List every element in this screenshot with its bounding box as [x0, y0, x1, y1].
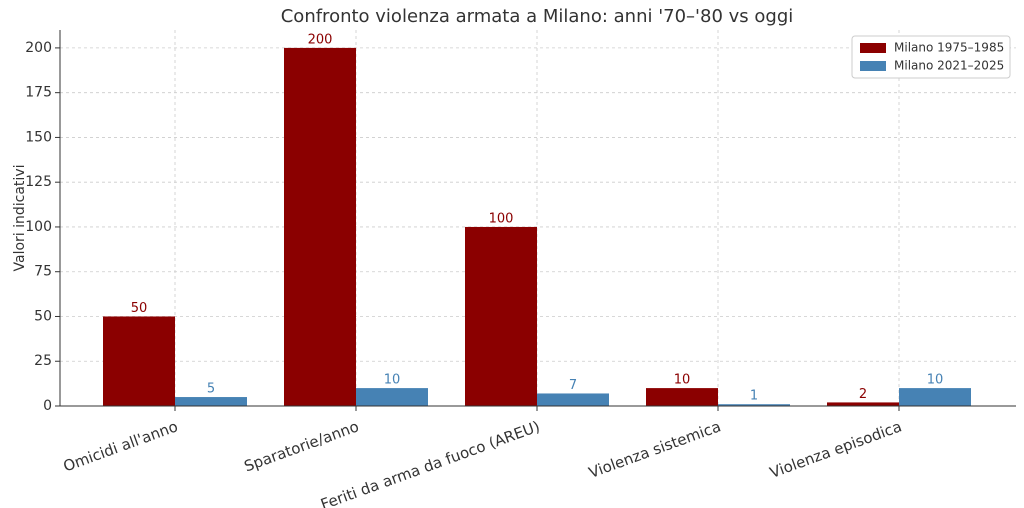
y-tick-label: 50	[34, 308, 52, 324]
legend-label: Milano 2021–2025	[894, 59, 1004, 73]
value-label: 10	[674, 373, 691, 388]
bar	[718, 404, 790, 406]
legend-swatch	[860, 43, 886, 53]
value-label: 2	[859, 387, 867, 402]
value-label: 7	[569, 378, 577, 393]
bar	[465, 226, 537, 406]
y-tick-label: 25	[34, 353, 52, 369]
y-axis-label: Valori indicativi	[12, 165, 28, 272]
legend-swatch	[860, 61, 886, 71]
chart-title: Confronto violenza armata a Milano: anni…	[281, 6, 794, 27]
value-label: 10	[384, 373, 401, 388]
value-label: 100	[489, 211, 514, 226]
legend-label: Milano 1975–1985	[894, 41, 1004, 55]
y-tick-label: 100	[25, 219, 52, 235]
bar	[899, 388, 971, 406]
x-tick-label: Violenza sistemica	[586, 417, 723, 482]
bar	[537, 393, 609, 406]
x-tick-label: Omicidi all'anno	[61, 417, 180, 475]
y-tick-label: 125	[25, 174, 52, 190]
y-tick-label: 175	[25, 85, 52, 101]
bar	[827, 402, 899, 406]
value-label: 200	[308, 32, 333, 47]
bar	[284, 47, 356, 407]
x-tick-label: Violenza episodica	[767, 417, 904, 481]
y-tick-label: 75	[34, 264, 52, 280]
bar	[646, 388, 718, 406]
value-label: 10	[927, 373, 944, 388]
x-tick-label: Sparatorie/anno	[242, 417, 362, 475]
bar	[103, 316, 175, 406]
bar	[356, 388, 428, 406]
y-tick-label: 200	[25, 40, 52, 56]
bar	[175, 397, 247, 406]
value-label: 5	[207, 382, 215, 397]
y-tick-label: 0	[43, 398, 52, 414]
y-tick-label: 150	[25, 129, 52, 145]
legend-box	[851, 35, 1011, 79]
value-label: 50	[131, 301, 148, 316]
value-label: 1	[750, 389, 758, 404]
